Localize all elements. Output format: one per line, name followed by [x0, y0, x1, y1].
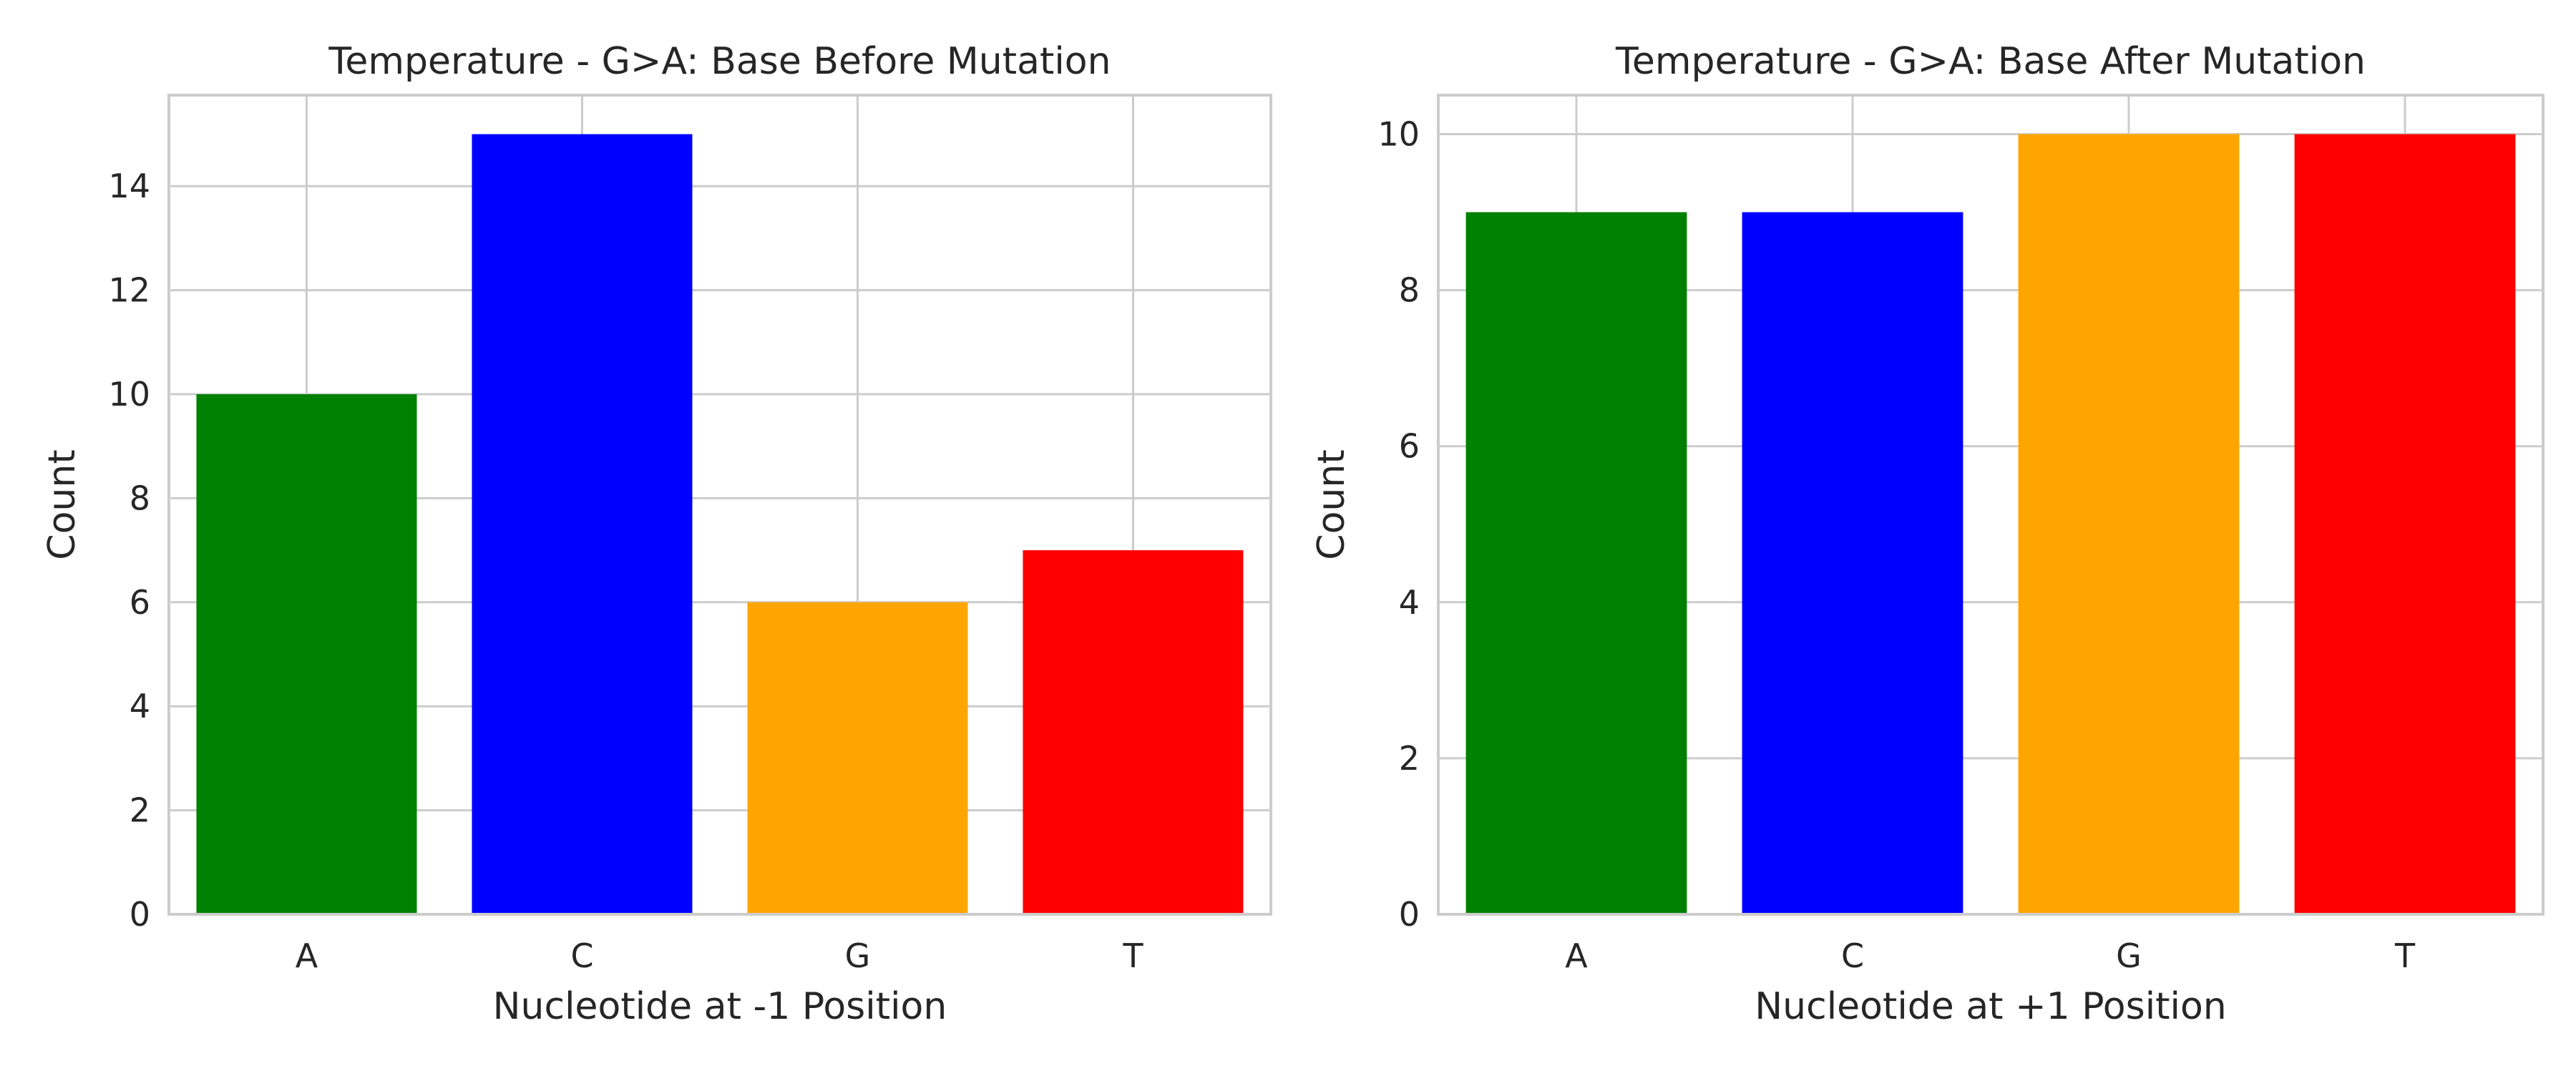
x-tick-label: G [845, 936, 871, 975]
y-tick-label: 4 [1399, 583, 1420, 622]
chart-panel-before-mutation: 0 2 4 6 8 10 12 14 A C G T Temperature - G>A: Base B… [41, 40, 1272, 1028]
bar-G [2018, 134, 2240, 914]
chart-panel-after-mutation: 0 2 4 6 8 10 A C G T Temperature - G>A: Base After… [1310, 40, 2545, 1028]
x-tick-label: A [1565, 936, 1588, 975]
bar-A [1465, 212, 1687, 915]
y-tick-label: 0 [1399, 895, 1420, 934]
plot-frame [167, 94, 1272, 916]
x-axis-label: Nucleotide at -1 Position [493, 985, 947, 1028]
bar-T [1023, 550, 1244, 914]
bar-C [472, 134, 693, 914]
x-tick-label: G [2116, 936, 2142, 975]
x-tick-label: T [1122, 936, 1143, 975]
x-tick-label: A [296, 936, 318, 975]
y-tick-label: 6 [130, 583, 150, 622]
bar-T [2294, 134, 2516, 914]
y-tick-label: 14 [108, 167, 150, 205]
chart-title: Temperature - G>A: Base After Mutation [1615, 40, 2366, 83]
y-tick-label: 12 [108, 271, 150, 310]
x-tick-label: C [1841, 936, 1864, 975]
x-tick-label: T [2394, 936, 2416, 975]
y-tick-label: 4 [130, 687, 150, 725]
x-tick-label: C [570, 936, 593, 975]
bar-C [1742, 212, 1963, 915]
x-axis-label: Nucleotide at +1 Position [1755, 985, 2227, 1028]
y-tick-label: 8 [130, 479, 150, 517]
y-tick-label: 10 [108, 375, 150, 414]
plot-frame [1437, 94, 2545, 916]
bar-G [747, 602, 968, 914]
y-tick-label: 8 [1399, 271, 1420, 310]
bar-A [196, 394, 417, 914]
y-tick-label: 10 [1377, 115, 1420, 154]
chart-title: Temperature - G>A: Base Before Mutation [328, 40, 1111, 83]
y-axis-label: Count [41, 449, 84, 559]
y-axis-label: Count [1310, 449, 1353, 559]
y-tick-label: 0 [130, 895, 150, 934]
y-tick-label: 6 [1399, 427, 1420, 466]
y-tick-label: 2 [1399, 739, 1420, 778]
y-tick-label: 2 [130, 791, 150, 830]
